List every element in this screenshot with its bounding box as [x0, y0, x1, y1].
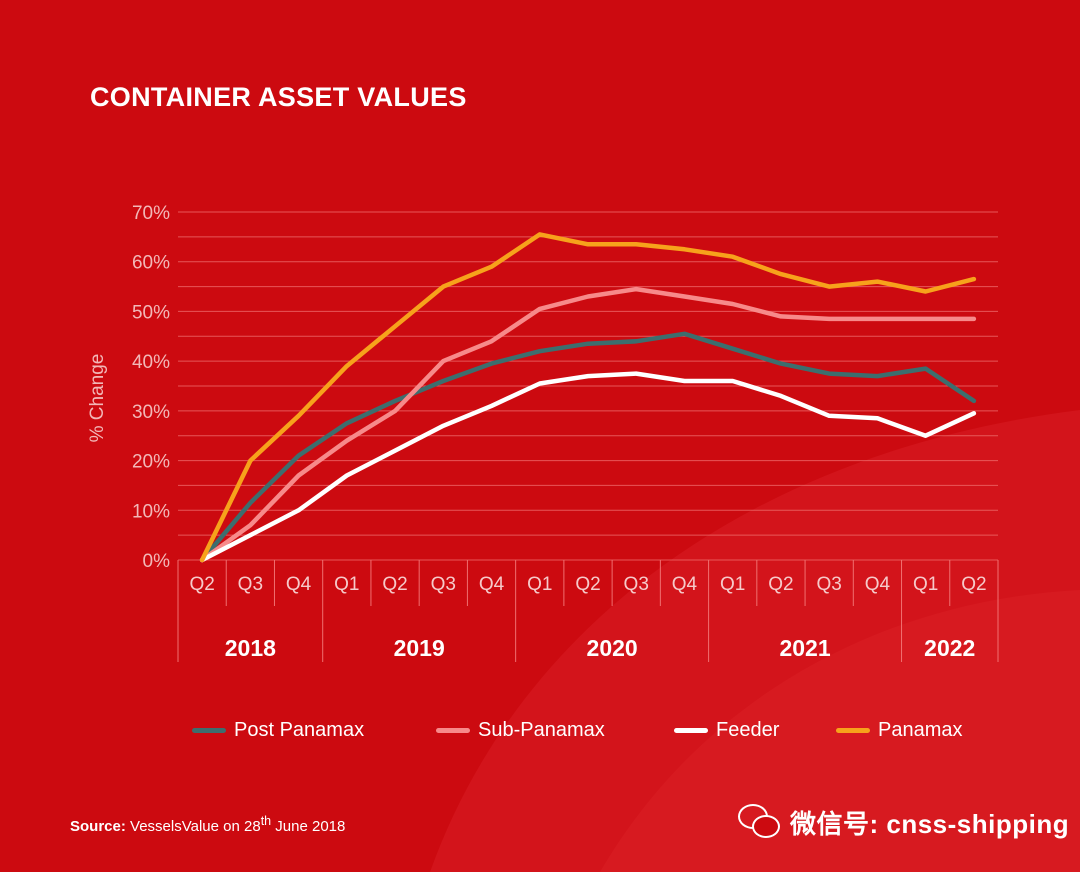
- series-lines: [199, 232, 977, 563]
- source-text-end: June 2018: [271, 818, 346, 835]
- series-line-post-panamax: [199, 331, 977, 563]
- x-tick-label: Q2: [768, 574, 793, 595]
- chart-title: CONTAINER ASSET VALUES: [90, 82, 467, 112]
- y-tick-label: 10%: [132, 501, 170, 522]
- legend-item-panamax: Panamax: [836, 712, 963, 748]
- x-axis: Q2 Q3 Q4 Q1 Q2 Q3 Q4 Q1 Q2 Q3 Q4 Q1 Q2 Q3 Q4 Q1 Q2 2018 20…: [177, 560, 999, 662]
- wechat-icon: [738, 804, 780, 840]
- y-tick-label: 30%: [132, 402, 170, 423]
- x-tick-label: Q2: [382, 574, 407, 595]
- legend-label-post-panamax: Post Panamax: [234, 718, 365, 741]
- year-label: 2022: [924, 635, 975, 661]
- legend-swatch-panamax: [836, 727, 870, 733]
- source-label: Source:: [70, 818, 126, 835]
- x-tick-label: Q3: [431, 574, 456, 595]
- x-tick-label: Q1: [913, 574, 938, 595]
- x-tick-label: Q4: [479, 574, 505, 595]
- y-tick-label: 0%: [143, 551, 171, 572]
- x-tick-label: Q1: [527, 574, 552, 595]
- x-tick-label: Q3: [238, 574, 263, 595]
- legend-label-sub-panamax: Sub-Panamax: [478, 718, 605, 741]
- legend-item-feeder: Feeder: [674, 712, 779, 748]
- legend-swatch-feeder: [674, 727, 708, 733]
- x-tick-label: Q4: [865, 574, 891, 595]
- x-tick-label: Q2: [575, 574, 600, 595]
- legend-swatch-sub-panamax: [436, 727, 470, 733]
- x-tick-label: Q3: [624, 574, 649, 595]
- y-tick-label: 60%: [132, 253, 170, 274]
- x-tick-label: Q2: [961, 574, 986, 595]
- grid-lines: [178, 211, 998, 561]
- x-tick-label: Q3: [816, 574, 841, 595]
- watermark: 微信号: cnss-shipping: [738, 800, 1069, 844]
- x-tick-label: Q2: [189, 574, 214, 595]
- y-tick-label: 20%: [132, 452, 170, 473]
- y-tick-label: 40%: [132, 352, 170, 373]
- legend-item-post-panamax: Post Panamax: [192, 712, 364, 748]
- legend-item-sub-panamax: Sub-Panamax: [436, 712, 605, 748]
- source-text: VesselsValue on 28: [125, 818, 261, 835]
- series-line-feeder: [199, 371, 977, 563]
- source-superscript: th: [260, 814, 272, 828]
- y-tick-labels: 0% 10% 20% 30% 40% 50% 60% 70%: [132, 203, 170, 572]
- year-label: 2020: [587, 635, 638, 661]
- x-tick-label: Q4: [672, 574, 698, 595]
- legend: Post Panamax Sub-Panamax Feeder Panamax: [0, 712, 1080, 748]
- x-tick-label: Q1: [720, 574, 745, 595]
- year-label: 2019: [394, 635, 445, 661]
- legend-swatch-post-panamax: [192, 727, 226, 733]
- series-line-panamax: [199, 232, 977, 563]
- series-line-sub-panamax: [199, 286, 977, 563]
- y-tick-label: 70%: [132, 203, 170, 224]
- legend-label-panamax: Panamax: [878, 718, 963, 741]
- legend-label-feeder: Feeder: [716, 718, 780, 741]
- year-label: 2018: [225, 635, 276, 661]
- source-note: Source: VesselsValue on 28th June 2018: [70, 814, 345, 835]
- year-label: 2021: [779, 635, 830, 661]
- x-tick-label: Q4: [286, 574, 312, 595]
- watermark-text: 微信号: cnss-shipping: [790, 808, 1070, 839]
- x-tick-label: Q1: [334, 574, 359, 595]
- y-tick-label: 50%: [132, 302, 170, 323]
